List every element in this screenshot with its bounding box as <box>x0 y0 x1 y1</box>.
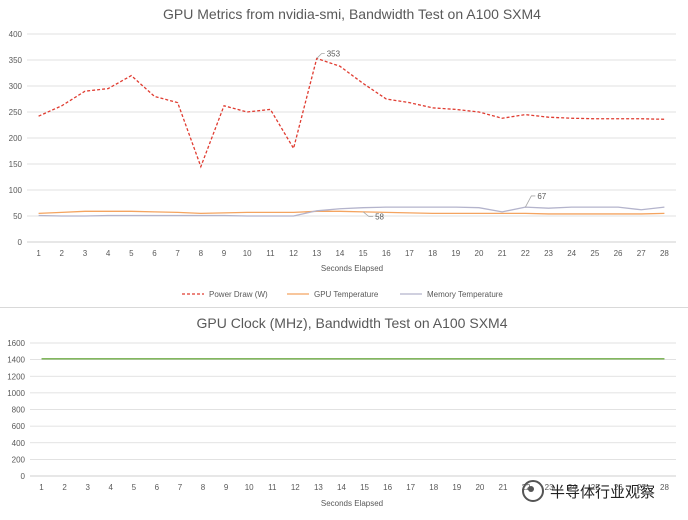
x-tick-label: 4 <box>106 249 111 258</box>
watermark-text: 半导体行业观察 <box>550 483 656 501</box>
watermark: 半导体行业观察 <box>522 480 655 502</box>
x-tick-label: 26 <box>614 249 623 258</box>
x-tick-label: 18 <box>429 483 438 492</box>
x-tick-label: 28 <box>660 483 669 492</box>
chart1-legend: Power Draw (W) GPU Temperature Memory Temp… <box>182 290 503 299</box>
x-tick-label: 20 <box>475 483 484 492</box>
x-tick-label: 12 <box>289 249 298 258</box>
x-tick-label: 15 <box>360 483 369 492</box>
x-tick-label: 23 <box>544 249 553 258</box>
y-tick-label: 350 <box>9 56 23 65</box>
x-tick-label: 6 <box>155 483 160 492</box>
y-tick-label: 250 <box>9 108 23 117</box>
series-line-0 <box>38 57 665 169</box>
y-tick-label: 1400 <box>7 356 25 365</box>
data-label: 67 <box>537 192 546 201</box>
x-tick-label: 1 <box>36 249 41 258</box>
gpu-clock-chart: GPU Clock (MHz), Bandwidth Test on A100 … <box>7 315 676 508</box>
x-tick-label: 18 <box>428 249 437 258</box>
x-tick-label: 8 <box>201 483 206 492</box>
series-line-1 <box>38 210 665 215</box>
chart1-xlabel: Seconds Elapsed <box>321 264 383 273</box>
x-tick-label: 6 <box>152 249 157 258</box>
x-tick-label: 26 <box>614 483 623 492</box>
y-tick-label: 1600 <box>7 339 25 348</box>
annotation-leader <box>316 53 325 59</box>
x-tick-label: 14 <box>335 249 344 258</box>
x-tick-label: 16 <box>382 249 391 258</box>
x-tick-label: 15 <box>359 249 368 258</box>
x-tick-label: 14 <box>337 483 346 492</box>
x-tick-label: 23 <box>545 483 554 492</box>
x-tick-label: 22 <box>521 249 530 258</box>
y-tick-label: 400 <box>9 30 23 39</box>
x-tick-label: 1 <box>39 483 44 492</box>
x-tick-label: 2 <box>62 483 67 492</box>
y-tick-label: 600 <box>12 422 26 431</box>
x-tick-label: 3 <box>83 249 88 258</box>
legend-label: GPU Temperature <box>314 290 379 299</box>
x-tick-label: 24 <box>568 483 577 492</box>
x-tick-label: 17 <box>406 483 415 492</box>
y-tick-label: 1000 <box>7 389 25 398</box>
x-tick-label: 17 <box>405 249 414 258</box>
x-tick-label: 27 <box>637 249 646 258</box>
x-tick-label: 4 <box>109 483 114 492</box>
x-tick-label: 13 <box>314 483 323 492</box>
chart2-xlabel: Seconds Elapsed <box>321 499 383 508</box>
y-tick-label: 1200 <box>7 372 25 381</box>
y-tick-label: 400 <box>12 439 26 448</box>
y-tick-label: 300 <box>9 82 23 91</box>
x-tick-label: 11 <box>266 249 275 258</box>
y-tick-label: 800 <box>12 406 26 415</box>
x-tick-label: 25 <box>591 483 600 492</box>
x-tick-label: 3 <box>85 483 90 492</box>
x-tick-label: 9 <box>224 483 229 492</box>
series-line-2 <box>38 206 665 217</box>
x-tick-label: 10 <box>245 483 254 492</box>
y-tick-label: 100 <box>9 186 23 195</box>
y-tick-label: 0 <box>21 472 26 481</box>
chart2-title: GPU Clock (MHz), Bandwidth Test on A100 … <box>197 315 508 331</box>
chart1-title: GPU Metrics from nvidia-smi, Bandwidth T… <box>163 6 541 22</box>
legend-label: Memory Temperature <box>427 290 503 299</box>
annotation-leader <box>524 195 536 208</box>
x-tick-label: 19 <box>452 483 461 492</box>
x-tick-label: 8 <box>199 249 204 258</box>
data-label: 353 <box>327 50 341 59</box>
wechat-icon <box>522 480 544 502</box>
x-tick-label: 20 <box>475 249 484 258</box>
x-tick-label: 9 <box>222 249 227 258</box>
x-tick-label: 12 <box>291 483 300 492</box>
x-tick-label: 21 <box>499 483 508 492</box>
x-tick-label: 24 <box>567 249 576 258</box>
x-tick-label: 11 <box>268 483 277 492</box>
x-tick-label: 16 <box>383 483 392 492</box>
x-tick-label: 27 <box>637 483 646 492</box>
x-tick-label: 19 <box>451 249 460 258</box>
data-label: 58 <box>375 213 384 222</box>
x-tick-label: 13 <box>312 249 321 258</box>
x-tick-label: 7 <box>175 249 180 258</box>
x-tick-label: 5 <box>132 483 137 492</box>
x-tick-label: 5 <box>129 249 134 258</box>
x-tick-label: 2 <box>60 249 65 258</box>
legend-label: Power Draw (W) <box>209 290 268 299</box>
x-tick-label: 28 <box>660 249 669 258</box>
y-tick-label: 0 <box>18 238 23 247</box>
x-tick-label: 10 <box>243 249 252 258</box>
y-tick-label: 200 <box>9 134 23 143</box>
y-tick-label: 50 <box>13 212 22 221</box>
x-tick-label: 25 <box>590 249 599 258</box>
gpu-metrics-chart: GPU Metrics from nvidia-smi, Bandwidth T… <box>9 6 676 299</box>
y-tick-label: 200 <box>12 455 26 464</box>
annotation-leader <box>362 211 374 218</box>
chart-divider <box>0 307 688 308</box>
x-tick-label: 21 <box>498 249 507 258</box>
x-tick-label: 7 <box>178 483 183 492</box>
y-tick-label: 150 <box>9 160 23 169</box>
